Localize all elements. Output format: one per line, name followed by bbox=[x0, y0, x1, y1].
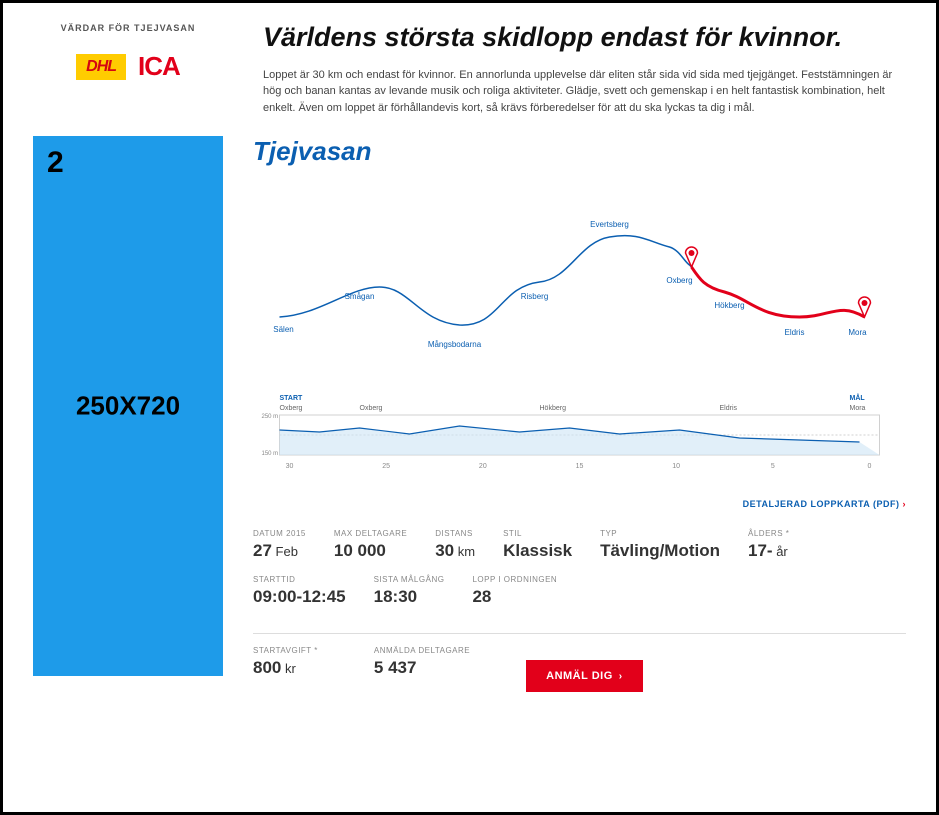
chevron-right-icon: › bbox=[903, 499, 907, 509]
svg-text:10: 10 bbox=[672, 463, 680, 470]
chevron-right-icon: › bbox=[619, 671, 623, 682]
svg-text:25: 25 bbox=[382, 463, 390, 470]
stat-item: MAX DELTAGARE 10 000 bbox=[334, 529, 407, 561]
sponsors-title: VÄRDAR FÖR TJEJVASAN bbox=[33, 23, 223, 33]
sponsors-block: VÄRDAR FÖR TJEJVASAN DHL ICA bbox=[33, 23, 223, 116]
svg-text:0: 0 bbox=[868, 463, 872, 470]
stat-item: ÅLDERS * 17- år bbox=[748, 529, 789, 561]
svg-text:150 m: 150 m bbox=[262, 451, 279, 457]
ad-slot-number: 2 bbox=[47, 146, 64, 180]
svg-text:Mora: Mora bbox=[848, 328, 867, 337]
course-map: Sälen Smågan Mångsbodarna Risberg Evertsberg… bbox=[253, 187, 906, 377]
stat-value: 5 437 bbox=[374, 658, 470, 678]
stat-item: DISTANS 30 km bbox=[435, 529, 475, 561]
svg-text:5: 5 bbox=[771, 463, 775, 470]
stat-item: STARTTID 09:00-12:45 bbox=[253, 575, 346, 607]
stat-label: ANMÄLDA DELTAGARE bbox=[374, 646, 470, 655]
stat-label: DISTANS bbox=[435, 529, 475, 538]
stat-label: TYP bbox=[600, 529, 720, 538]
signup-button[interactable]: ANMÄL DIG› bbox=[526, 660, 642, 692]
stat-label: DATUM 2015 bbox=[253, 529, 306, 538]
race-stats-grid: DATUM 2015 27 Feb MAX DELTAGARE 10 000 DISTA… bbox=[253, 529, 906, 634]
svg-text:Mångsbodarna: Mångsbodarna bbox=[428, 340, 482, 349]
svg-text:30: 30 bbox=[286, 463, 294, 470]
intro-paragraph: Loppet är 30 km och endast för kvinnor. … bbox=[263, 67, 906, 117]
stat-label: STIL bbox=[503, 529, 572, 538]
page-headline: Världens största skidlopp endast för kvi… bbox=[263, 23, 906, 53]
stat-label: LOPP I ORDNINGEN bbox=[472, 575, 557, 584]
svg-text:Oxberg: Oxberg bbox=[666, 276, 692, 285]
svg-text:Hökberg: Hökberg bbox=[540, 405, 567, 412]
stat-label: STARTTID bbox=[253, 575, 346, 584]
svg-text:Sälen: Sälen bbox=[273, 325, 293, 334]
race-title: Tjejvasan bbox=[253, 136, 906, 167]
stat-item: STIL Klassisk bbox=[503, 529, 572, 561]
race-signup-row: STARTAVGIFT * 800 kr ANMÄLDA DELTAGARE 5 43… bbox=[253, 646, 906, 692]
detail-map-link[interactable]: DETALJERAD LOPPKARTA (PDF) › bbox=[253, 499, 906, 509]
svg-text:MÅL: MÅL bbox=[850, 393, 866, 402]
stat-label: MAX DELTAGARE bbox=[334, 529, 407, 538]
stat-label: STARTAVGIFT * bbox=[253, 646, 318, 655]
stat-value: 10 000 bbox=[334, 541, 407, 561]
stat-label: ÅLDERS * bbox=[748, 529, 789, 538]
svg-text:20: 20 bbox=[479, 463, 487, 470]
svg-text:Risberg: Risberg bbox=[521, 292, 549, 301]
stat-item: STARTAVGIFT * 800 kr bbox=[253, 646, 318, 678]
stat-item: SISTA MÅLGÅNG 18:30 bbox=[374, 575, 445, 607]
ad-slot: 2 250X720 bbox=[33, 136, 223, 676]
stat-value: Klassisk bbox=[503, 541, 572, 561]
stat-item: DATUM 2015 27 Feb bbox=[253, 529, 306, 561]
svg-text:Eldris: Eldris bbox=[784, 328, 804, 337]
stat-item: LOPP I ORDNINGEN 28 bbox=[472, 575, 557, 607]
stat-value: 28 bbox=[472, 587, 557, 607]
stat-label: SISTA MÅLGÅNG bbox=[374, 575, 445, 584]
stat-value: 800 kr bbox=[253, 658, 318, 678]
stat-item: ANMÄLDA DELTAGARE 5 437 bbox=[374, 646, 470, 678]
elevation-chart: STARTOxbergOxbergHökbergEldrisMÅLMora250… bbox=[253, 390, 906, 480]
svg-text:Hökberg: Hökberg bbox=[714, 301, 744, 310]
svg-text:Smågan: Smågan bbox=[345, 292, 375, 301]
svg-text:15: 15 bbox=[576, 463, 584, 470]
svg-text:250 m: 250 m bbox=[262, 414, 279, 420]
ica-logo: ICA bbox=[138, 51, 180, 82]
stat-value: Tävling/Motion bbox=[600, 541, 720, 561]
dhl-logo: DHL bbox=[76, 54, 126, 80]
svg-text:Mora: Mora bbox=[850, 405, 866, 412]
stat-value: 09:00-12:45 bbox=[253, 587, 346, 607]
stat-item: TYP Tävling/Motion bbox=[600, 529, 720, 561]
svg-text:Oxberg: Oxberg bbox=[360, 405, 383, 412]
stat-value: 30 km bbox=[435, 541, 475, 561]
detail-map-link-text: DETALJERAD LOPPKARTA (PDF) bbox=[743, 499, 900, 509]
svg-text:Eldris: Eldris bbox=[720, 405, 738, 412]
svg-text:Oxberg: Oxberg bbox=[280, 405, 303, 412]
svg-text:Evertsberg: Evertsberg bbox=[590, 220, 629, 229]
ad-slot-size: 250X720 bbox=[76, 391, 180, 422]
stat-value: 17- år bbox=[748, 541, 789, 561]
stat-value: 27 Feb bbox=[253, 541, 306, 561]
stat-value: 18:30 bbox=[374, 587, 445, 607]
svg-text:START: START bbox=[280, 395, 304, 402]
